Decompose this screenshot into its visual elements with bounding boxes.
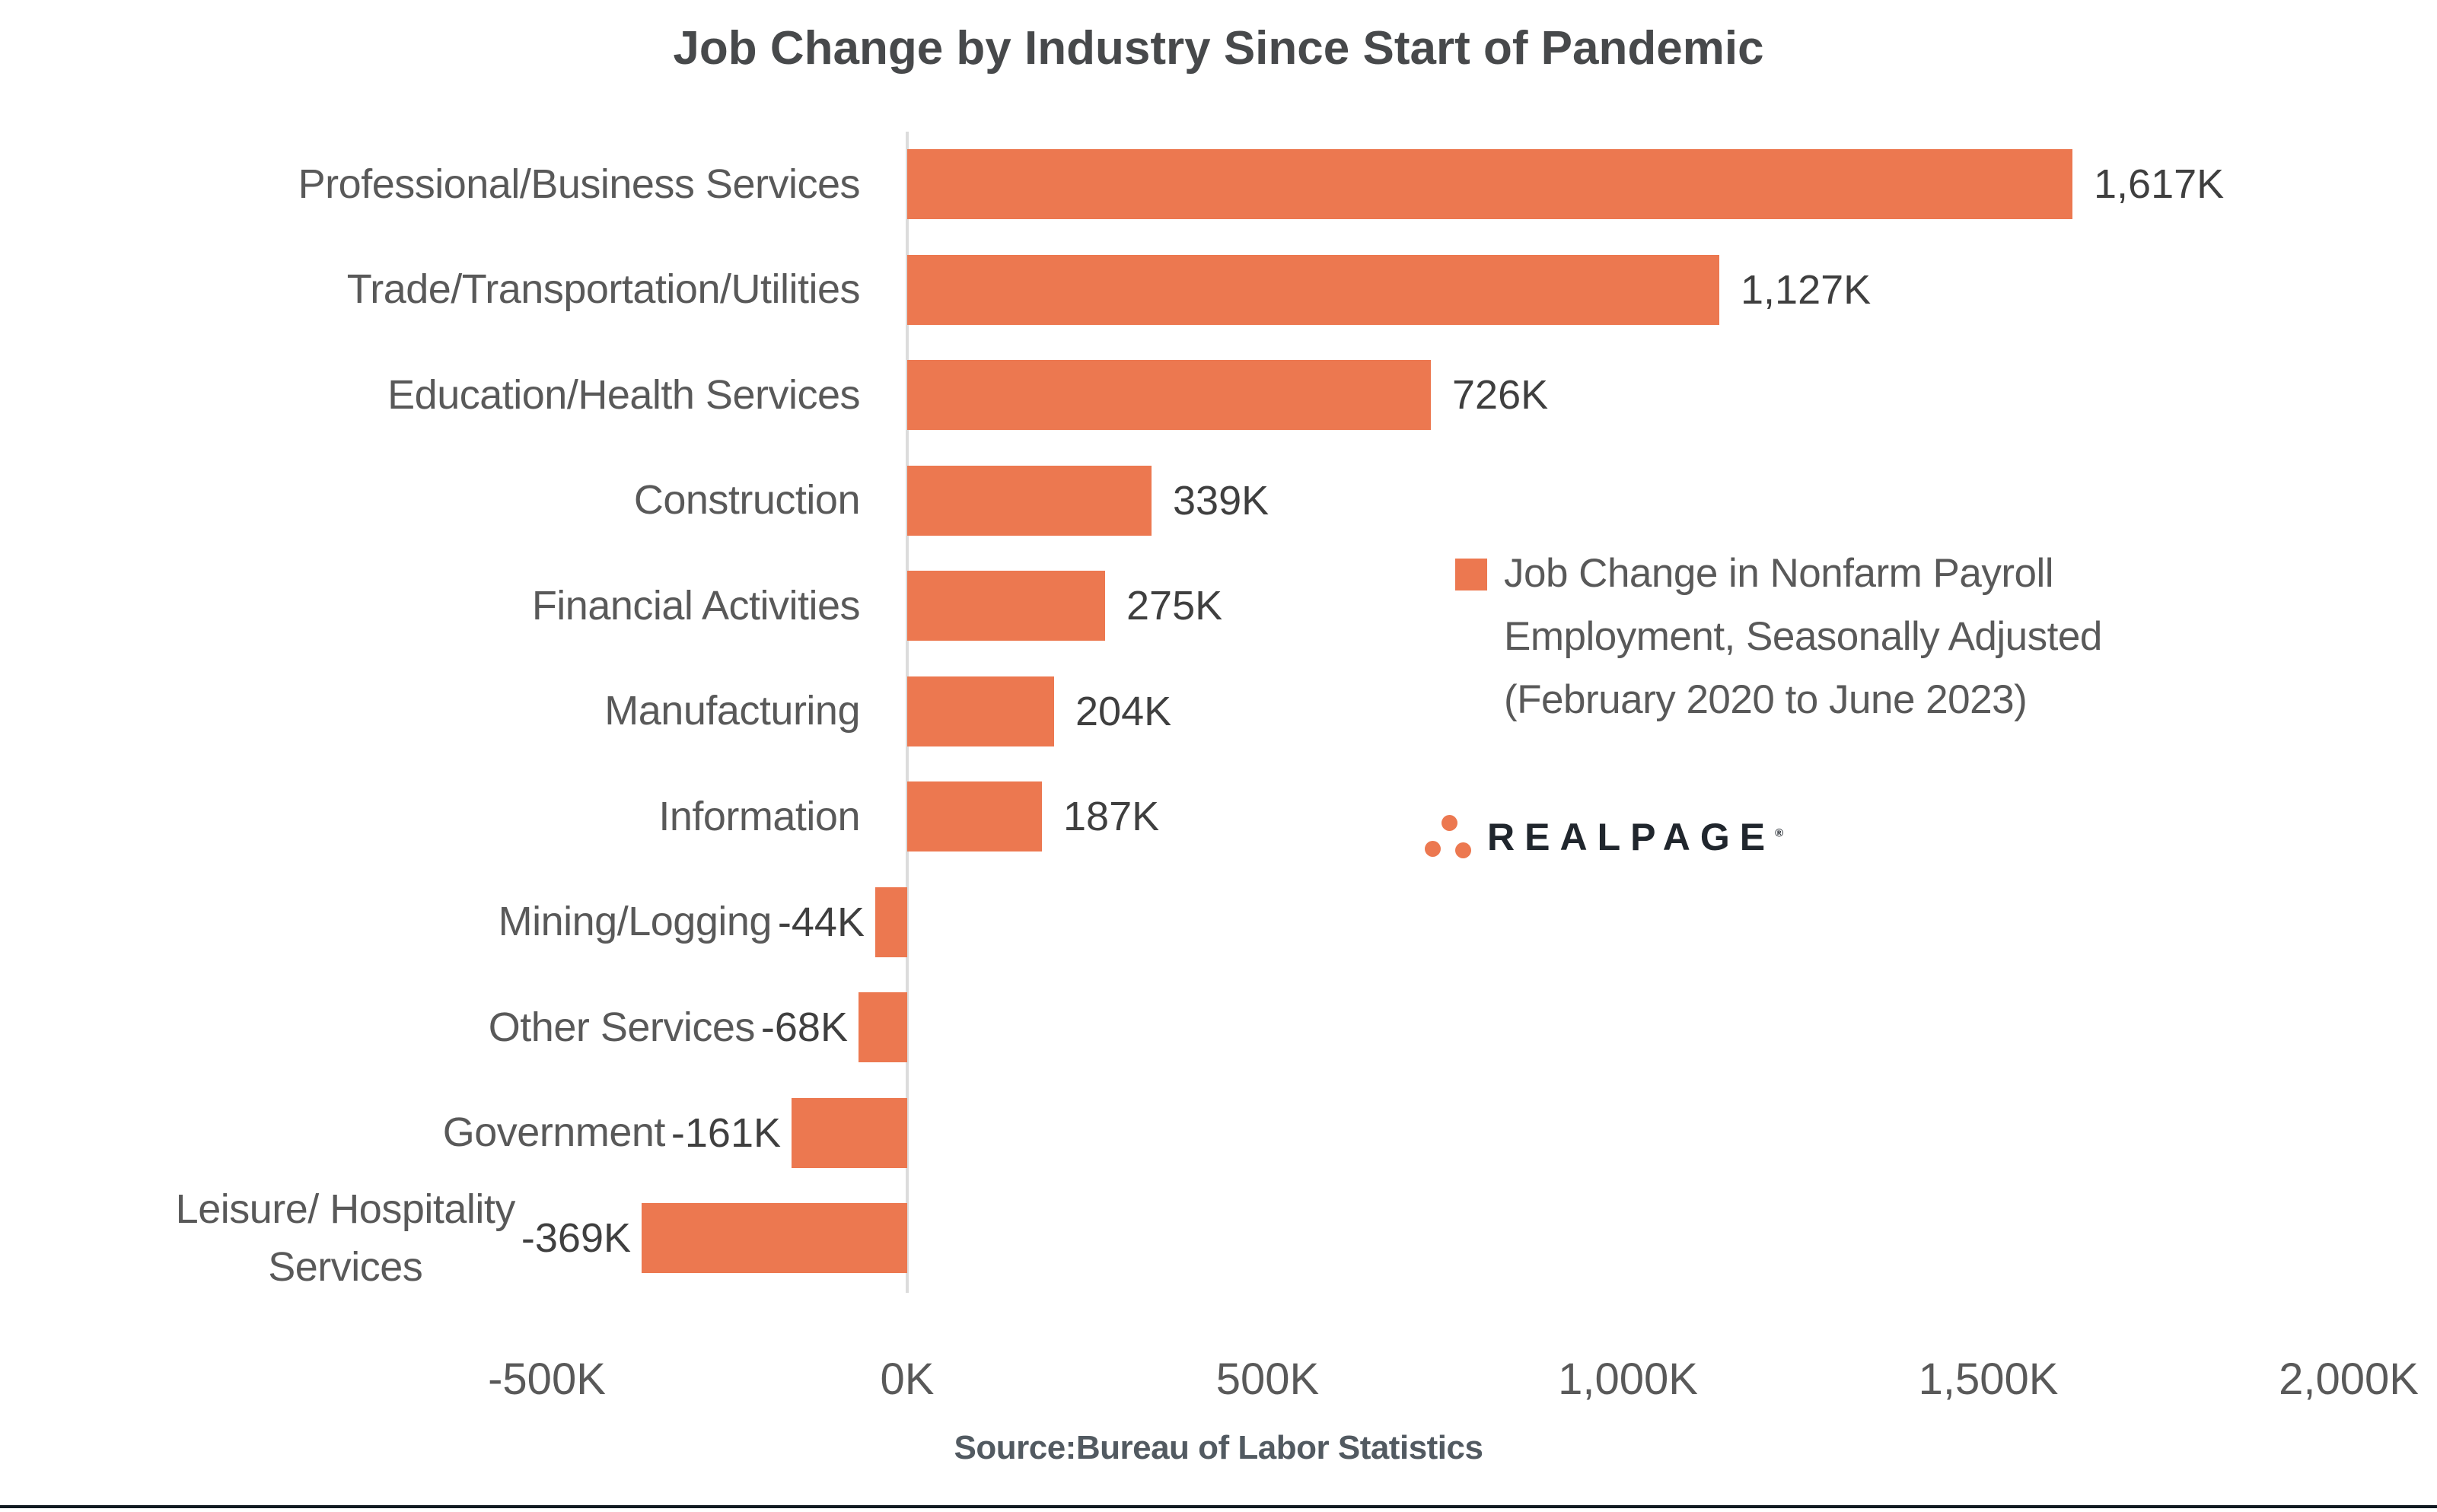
x-tick-label: 0K [880,1354,935,1404]
legend-marker-icon [1455,559,1487,590]
logo-dot [1441,815,1457,831]
category-zone: Other Services -68K [0,975,907,1081]
legend-text: Job Change in Nonfarm Payroll Employment… [1504,542,2102,731]
chart-row: Manufacturing 204K [0,659,2437,765]
chart-row: Other Services -68K [0,975,2437,1081]
legend-line: Employment, Seasonally Adjusted [1504,614,2102,659]
category-label: Leisure/ Hospitality Services [175,1186,516,1291]
category-zone: Government -161K [0,1081,907,1186]
value-label: 275K [1126,583,1223,629]
bar [875,887,907,957]
x-tick-label: 500K [1215,1354,1320,1404]
bar [642,1203,907,1273]
value-label: 726K [1452,372,1549,418]
logo-dots-icon [1422,810,1477,864]
value-label: -161K [671,1109,781,1156]
category-label: Government [442,1109,666,1156]
chart-row: Information 187K [0,764,2437,870]
chart-row: Construction 339K [0,448,2437,554]
category-label: Construction [633,477,861,524]
value-label: -369K [521,1215,631,1262]
value-label: 1,617K [2094,161,2225,207]
x-tick-label: 1,000K [1558,1354,1698,1404]
bar [907,571,1105,641]
category-zone: Construction [0,448,907,554]
x-tick-label: 2,000K [2279,1354,2419,1404]
legend-line: (February 2020 to June 2023) [1504,677,2028,722]
logo-dot [1455,842,1471,858]
footer-rule [0,1505,2437,1508]
chart-row: Mining/Logging -44K [0,870,2437,976]
x-tick-label: 1,500K [1918,1354,2059,1404]
chart-title: Job Change by Industry Since Start of Pa… [673,22,1764,75]
x-tick-label: -500K [488,1354,606,1404]
value-label: 1,127K [1741,266,1872,313]
bar [907,781,1042,851]
source-note: Source:Bureau of Labor Statistics [954,1429,1483,1466]
category-label: Trade/Transportation/Utilities [346,266,861,313]
bar [907,360,1431,430]
value-label: 339K [1173,477,1269,524]
chart-row: Financial Activities 275K [0,553,2437,659]
category-label: Financial Activities [531,582,861,629]
category-label: Mining/Logging [498,899,773,945]
bar [907,465,1152,536]
legend-line: Job Change in Nonfarm Payroll [1504,551,2053,596]
logo-dot [1425,841,1441,857]
category-zone: Manufacturing [0,659,907,765]
category-label: Professional/Business Services [298,161,861,207]
value-label: 204K [1075,688,1172,734]
category-zone: Mining/Logging -44K [0,870,907,976]
bar [907,676,1054,746]
chart-row: Professional/Business Services 1,617K [0,132,2437,237]
category-zone: Education/Health Services [0,342,907,448]
realpage-logo: REALPAGE® [1422,808,1783,866]
chart-row: Government -161K [0,1081,2437,1186]
chart-row: Leisure/ Hospitality Services -369K [0,1186,2437,1291]
category-zone: Financial Activities [0,553,907,659]
logo-text: REALPAGE® [1487,816,1784,858]
value-label: 187K [1063,794,1160,839]
chart-row: Education/Health Services 726K [0,342,2437,448]
category-label: Education/Health Services [387,371,860,418]
category-label: Information [658,793,860,839]
bar [792,1097,907,1168]
category-zone: Information [0,764,907,870]
category-zone: Trade/Transportation/Utilities [0,237,907,343]
value-label: -68K [760,1004,848,1051]
category-zone: Professional/Business Services [0,132,907,237]
category-zone: Leisure/ Hospitality Services -369K [0,1186,907,1291]
bar [907,254,1719,325]
bar [907,149,2072,219]
legend: Job Change in Nonfarm Payroll Employment… [1455,542,2102,731]
category-label: Other Services [488,1004,756,1050]
registered-mark: ® [1775,826,1784,840]
chart-row: Trade/Transportation/Utilities 1,127K [0,237,2437,343]
bar [859,992,907,1062]
value-label: -44K [777,899,865,945]
category-label: Manufacturing [604,688,860,734]
